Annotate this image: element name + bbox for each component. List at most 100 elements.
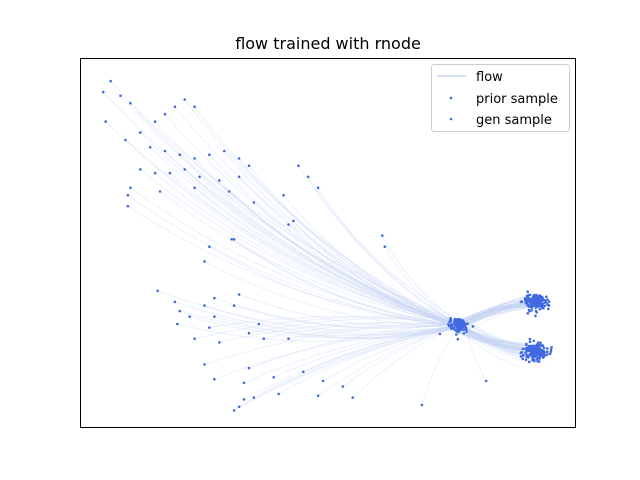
prior-sample-point	[460, 323, 464, 327]
prior-sample-point	[456, 337, 460, 341]
gen-sample-point	[541, 344, 545, 348]
gen-sample-point	[525, 346, 528, 350]
gen-sample-point	[537, 341, 540, 344]
gen-sample-point	[519, 300, 523, 304]
flow-start-point	[232, 304, 236, 307]
flow-line	[199, 176, 461, 326]
flow-line	[130, 102, 460, 327]
flow-line	[194, 316, 458, 340]
gen-sample-point	[541, 298, 545, 302]
gen-sample-point	[546, 298, 549, 301]
legend-label-prior-sample: prior sample	[476, 92, 558, 107]
flow-start-point	[183, 98, 186, 101]
flow-line	[204, 260, 461, 329]
flow-line	[127, 194, 460, 330]
flow-start-point	[193, 337, 196, 341]
flow-start-point	[252, 201, 256, 204]
flow-line	[303, 327, 456, 373]
gen-sample-layer	[519, 290, 553, 364]
flow-start-point	[203, 304, 206, 307]
flow-line	[164, 113, 459, 328]
flow-start-point	[203, 363, 206, 366]
flow-start-point	[277, 392, 280, 396]
flow-start-point	[119, 94, 122, 98]
flow-line	[204, 322, 462, 365]
flow-start-point	[178, 309, 182, 313]
gen-sample-point	[524, 301, 528, 304]
flow-start-point	[272, 376, 276, 379]
gen-sample-point	[536, 347, 539, 351]
gen-sample-point	[537, 299, 540, 302]
flow-start-point	[237, 293, 241, 296]
prior-sample-point	[451, 324, 454, 327]
gen-sample-point	[538, 356, 542, 359]
flow-start-point	[156, 289, 159, 293]
prior-sample-point	[447, 323, 450, 326]
flow-start-point	[282, 193, 285, 197]
flow-start-point	[297, 164, 300, 167]
flow-start-point	[237, 175, 241, 179]
gen-sample-point	[539, 341, 542, 345]
flow-line	[169, 172, 460, 326]
prior-sample-point	[451, 327, 454, 330]
gen-sample-point	[524, 297, 527, 300]
gen-sample-point	[538, 296, 542, 299]
flow-line	[139, 169, 461, 325]
flow-line	[219, 321, 457, 343]
flow-start-point	[287, 223, 290, 226]
flow-line	[458, 303, 532, 326]
gen-sample-point	[532, 296, 536, 300]
gen-sample-point	[521, 347, 525, 351]
flow-line	[455, 331, 525, 343]
flow-line	[164, 150, 462, 326]
flow-line	[194, 158, 456, 327]
flow-line	[218, 180, 459, 327]
gen-sample-point	[536, 343, 539, 347]
gen-sample-point	[535, 351, 539, 355]
flow-start-point	[104, 120, 107, 123]
flow-start-point	[252, 396, 256, 399]
gen-sample-point	[534, 355, 537, 359]
flow-start-point	[232, 409, 236, 412]
flow-line	[317, 323, 463, 397]
flow-start-point	[148, 146, 152, 149]
flow-line	[283, 194, 458, 327]
gen-sample-point	[535, 311, 538, 314]
flow-line	[127, 205, 460, 327]
gen-sample-point	[522, 354, 525, 357]
gen-sample-point	[549, 350, 553, 353]
gen-sample-point	[530, 309, 533, 312]
gen-sample-point	[546, 347, 549, 350]
flow-start-point	[124, 138, 127, 142]
gen-sample-point	[542, 349, 545, 353]
flow-line	[194, 106, 457, 326]
flow-line	[214, 326, 460, 380]
prior-sample-point	[449, 319, 453, 322]
gen-sample-point	[527, 305, 531, 308]
prior-sample-point	[462, 332, 466, 335]
flow-start-point	[126, 204, 130, 208]
flow-line	[120, 95, 458, 328]
gen-sample-point	[542, 346, 546, 350]
legend-label-gen-sample: gen sample	[476, 113, 552, 128]
prior-sample-point	[455, 323, 459, 326]
gen-sample-point	[536, 301, 539, 305]
flow-line	[248, 318, 461, 334]
gen-sample-point	[532, 339, 535, 343]
flow-line	[462, 302, 531, 322]
flow-start-point	[242, 381, 246, 385]
flow-line	[157, 290, 457, 332]
flow-line	[233, 326, 459, 411]
flow-start-point	[203, 260, 206, 263]
flow-line	[243, 325, 461, 384]
gen-sample-point	[535, 297, 538, 301]
flow-start-point	[306, 175, 310, 179]
flow-line	[233, 238, 458, 328]
gen-sample-point	[520, 351, 523, 354]
flow-line	[179, 154, 459, 329]
gen-sample-point	[550, 346, 553, 349]
gen-sample-point	[527, 348, 530, 351]
flow-line	[297, 165, 463, 323]
prior-sample-point	[459, 321, 463, 325]
